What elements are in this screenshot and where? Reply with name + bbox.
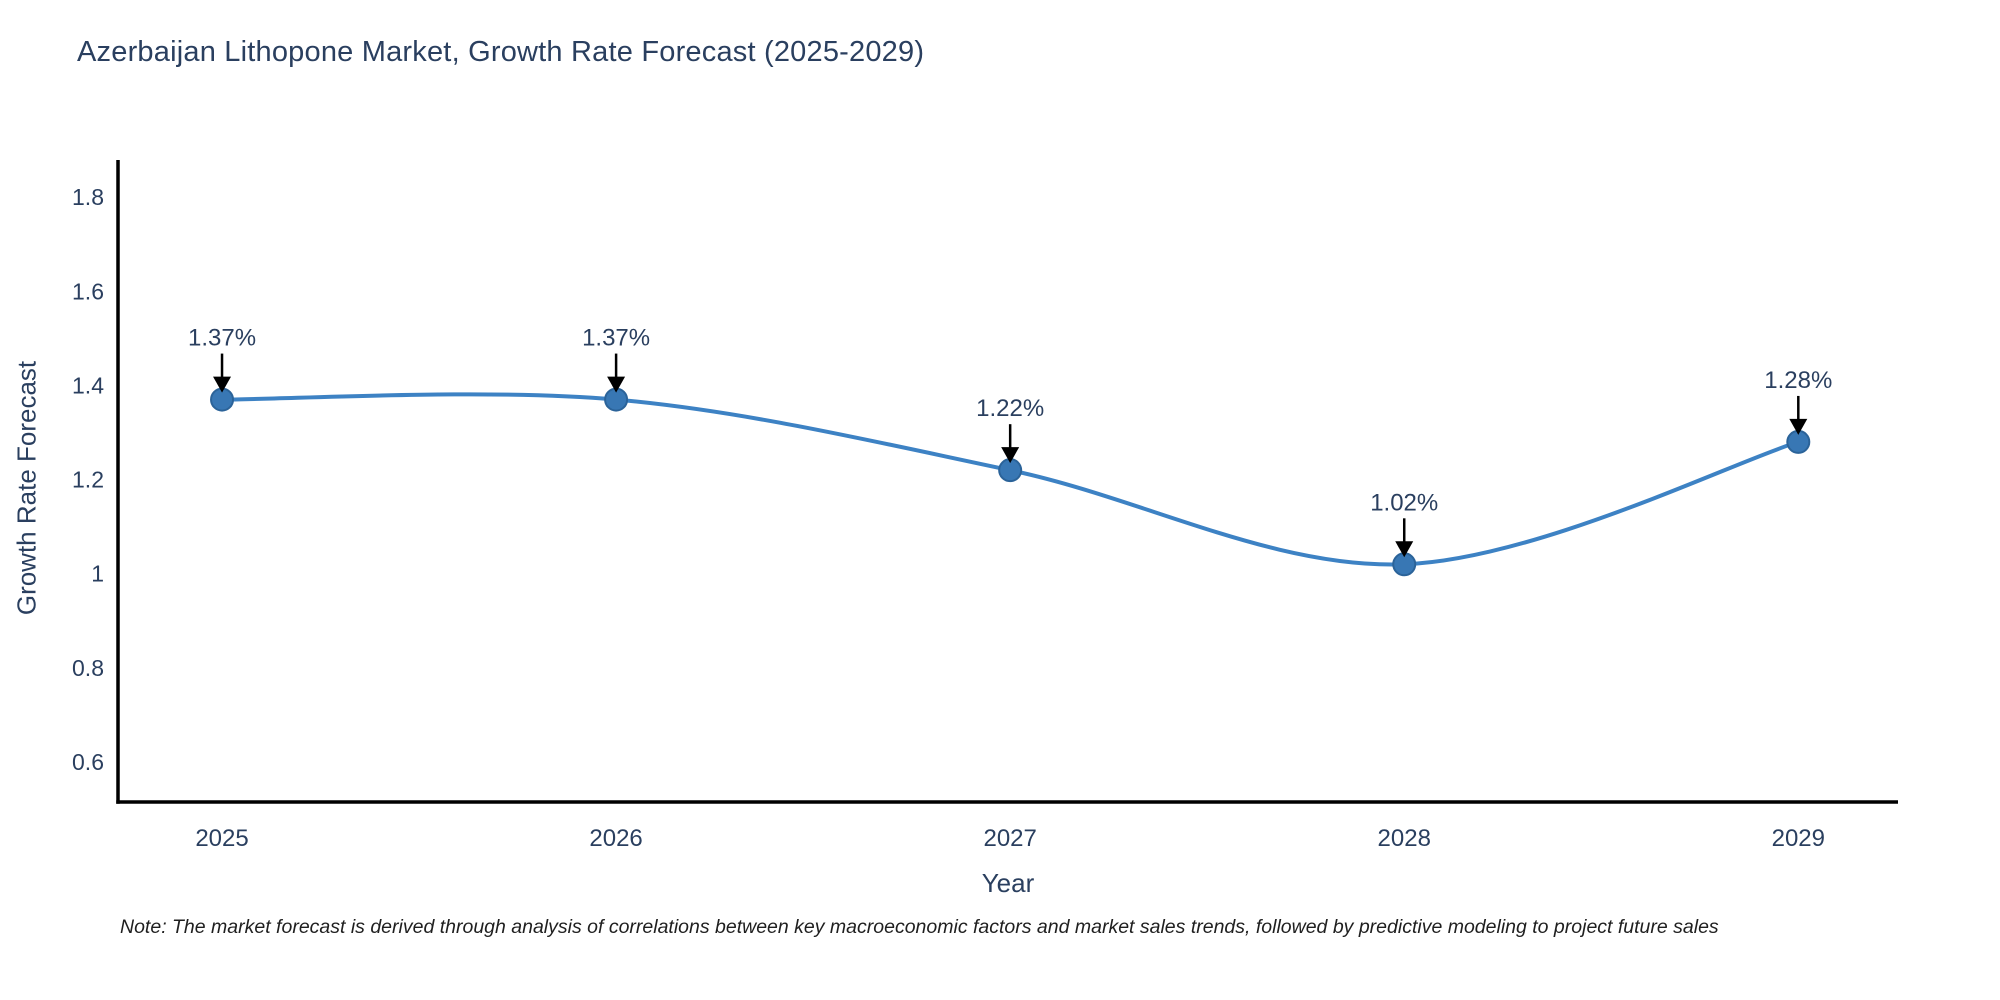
data-label: 1.22% bbox=[976, 395, 1044, 422]
x-tick-label: 2028 bbox=[1378, 825, 1431, 852]
data-label: 1.37% bbox=[188, 325, 256, 352]
x-axis-title: Year bbox=[981, 868, 1035, 898]
data-label: 1.28% bbox=[1764, 367, 1832, 394]
methodology-note: Note: The market forecast is derived thr… bbox=[120, 916, 1719, 938]
annotation-arrowhead bbox=[1001, 447, 1020, 464]
data-label: 1.37% bbox=[582, 325, 650, 352]
line-series bbox=[210, 387, 1811, 577]
annotation-arrowhead bbox=[213, 376, 232, 393]
y-tick-label: 1.6 bbox=[72, 278, 104, 304]
annotation-arrowhead bbox=[1789, 418, 1808, 435]
annotation-arrowhead bbox=[1395, 541, 1414, 558]
y-tick-label: 0.8 bbox=[72, 655, 104, 681]
chart-title: Azerbaijan Lithopone Market, Growth Rate… bbox=[77, 36, 925, 68]
x-tick-label: 2029 bbox=[1772, 825, 1825, 852]
x-tick-label: 2025 bbox=[195, 825, 248, 852]
y-tick-label: 1.4 bbox=[72, 372, 104, 398]
y-tick-label: 1.2 bbox=[72, 467, 104, 493]
x-tick-label: 2026 bbox=[589, 825, 642, 852]
annotations: 1.37% 1.37% 1.22% 1.02% 1.28% bbox=[188, 325, 1832, 558]
x-tick-label: 2027 bbox=[983, 825, 1036, 852]
y-axis-title: Growth Rate Forecast bbox=[11, 360, 42, 616]
annotation-arrowhead bbox=[607, 376, 626, 393]
y-tick-label: 1 bbox=[91, 561, 104, 587]
y-tick-label: 0.6 bbox=[72, 749, 104, 775]
y-tick-label: 1.8 bbox=[72, 184, 104, 210]
data-label: 1.02% bbox=[1370, 489, 1438, 516]
axes: 1.8 1.6 1.4 1.2 1 0.8 0.6 2025 2026 2027 2028 2029 bbox=[72, 160, 1898, 852]
